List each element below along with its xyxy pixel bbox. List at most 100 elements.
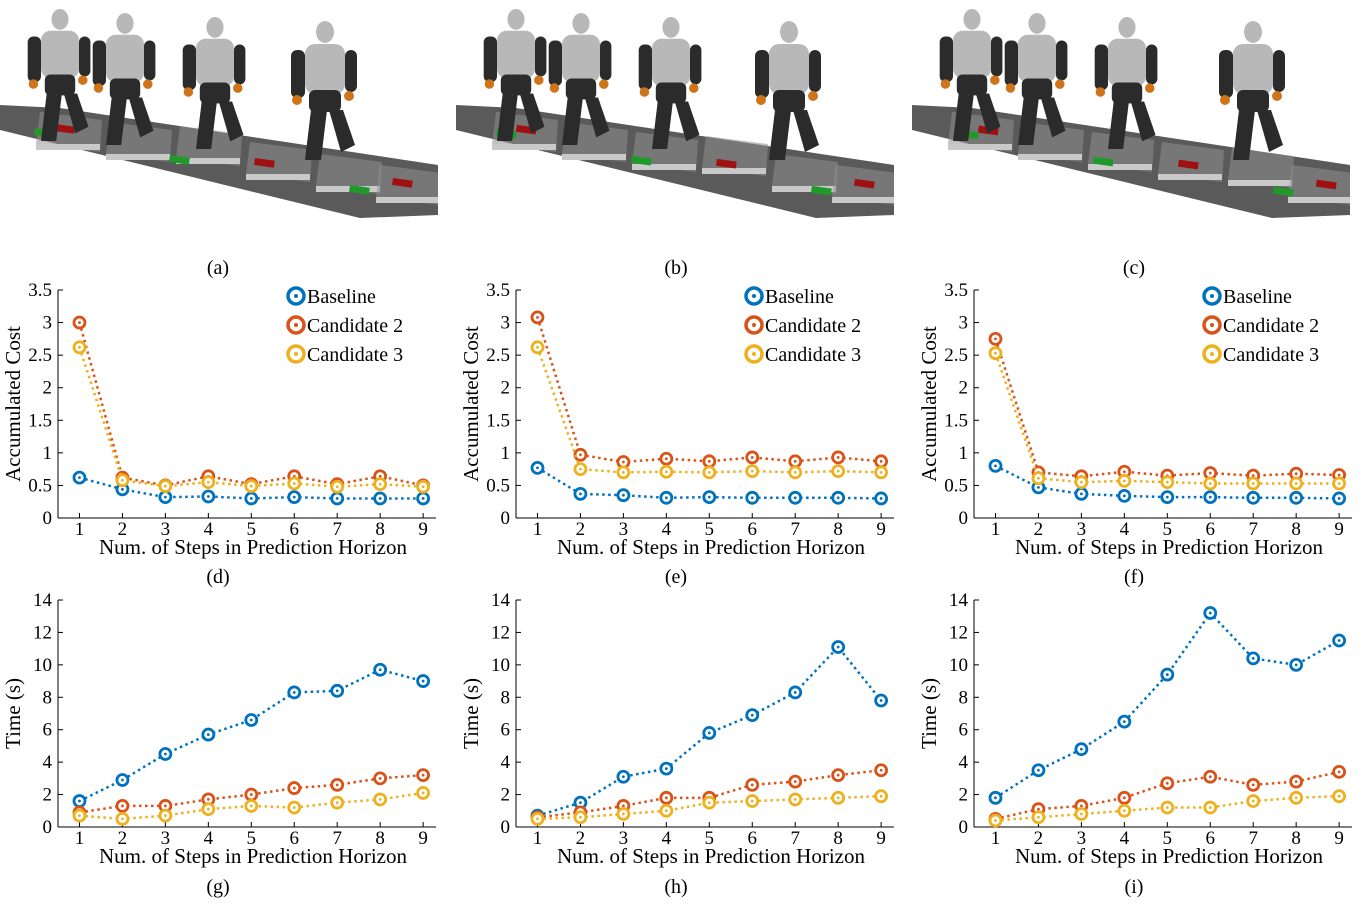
tile-edge — [176, 158, 240, 164]
tile-edge — [1288, 197, 1350, 203]
robot-hand — [689, 83, 699, 93]
data-point-center — [163, 752, 167, 756]
robot-hand — [93, 83, 104, 93]
data-point-center — [335, 801, 339, 805]
data-point-center — [994, 337, 997, 341]
robot-head — [1118, 16, 1136, 38]
series-line-candidate2 — [78, 322, 424, 487]
x-tick-label: 9 — [876, 828, 886, 849]
robot-hand — [549, 83, 560, 93]
robot-leg — [519, 93, 545, 134]
series-line-baseline — [537, 645, 883, 817]
data-point-center — [1037, 476, 1040, 480]
data-point-center — [1079, 812, 1083, 816]
x-tick-label: 6 — [1206, 828, 1216, 849]
legend-label-baseline: Baseline — [1223, 286, 1292, 308]
data-point-center — [121, 778, 124, 782]
tile-edge — [632, 164, 696, 170]
x-tick-label: 2 — [1034, 519, 1044, 540]
data-point-center — [879, 699, 883, 702]
tile-edge — [832, 197, 894, 203]
humanoid-robot-icon — [291, 21, 357, 160]
legend-marker-center — [1210, 323, 1214, 327]
x-tick-label: 9 — [418, 519, 428, 540]
robot-torso — [1108, 38, 1146, 87]
data-point-center — [121, 804, 124, 808]
data-point-center — [421, 773, 425, 777]
footstep-marker-green — [169, 155, 190, 165]
data-point-center — [879, 471, 883, 474]
data-point-center — [78, 321, 81, 324]
robot-hip — [109, 78, 141, 100]
robot-arm — [483, 36, 497, 83]
data-point-center — [750, 456, 754, 459]
y-tick-label: 1.5 — [28, 410, 52, 431]
x-tick-label: 9 — [876, 519, 886, 540]
robot-arm — [144, 40, 156, 81]
data-point-center — [249, 804, 253, 808]
y-tick-label: 3.5 — [28, 280, 52, 301]
x-tick-label: 7 — [1248, 828, 1258, 849]
robot-torso — [1233, 44, 1273, 94]
y-tick-label: 12 — [33, 622, 52, 643]
robot-hand — [639, 87, 650, 97]
data-point-center — [707, 495, 711, 499]
robot-arm — [600, 40, 612, 81]
humanoid-robot-icon — [755, 21, 821, 160]
simulation-scene-a — [0, 8, 438, 218]
series-line-baseline — [78, 668, 424, 803]
stepping-tile — [316, 154, 382, 194]
data-point-center — [163, 484, 167, 488]
humanoid-robot-icon — [1219, 21, 1285, 160]
data-point-center — [750, 783, 754, 787]
data-point-center — [1079, 480, 1083, 484]
data-point-center — [1122, 479, 1126, 483]
data-point-center — [335, 783, 339, 787]
y-tick-label: 6 — [959, 720, 969, 741]
robot-leg — [1257, 110, 1283, 152]
data-point-center — [1037, 768, 1040, 772]
series-line-baseline — [994, 610, 1340, 799]
x-tick-label: 3 — [161, 519, 171, 540]
y-axis-label: Time (s) — [459, 678, 483, 749]
robot-arm — [638, 44, 652, 91]
data-point-center — [421, 485, 425, 489]
legend-marker-center — [752, 294, 756, 298]
series-line-candidate2 — [537, 769, 882, 819]
data-point-center — [421, 497, 425, 500]
robot-hand — [183, 87, 194, 97]
legend-marker-center — [294, 294, 298, 298]
data-point-center — [1208, 482, 1212, 485]
legend-marker-center — [1210, 352, 1214, 356]
x-tick-label: 9 — [1334, 828, 1344, 849]
data-point-center — [1251, 496, 1255, 500]
stepping-tile — [772, 154, 838, 194]
robot-leg — [218, 101, 244, 142]
robot-head — [116, 12, 134, 34]
robot-torso — [106, 34, 144, 83]
robot-hand — [599, 79, 609, 89]
x-tick-label: 8 — [833, 519, 843, 540]
y-tick-label: 10 — [949, 655, 968, 676]
data-point-center — [1251, 474, 1255, 478]
robot-hip — [1021, 78, 1053, 100]
y-tick-label: 1 — [501, 443, 511, 464]
robot-arm — [345, 50, 357, 92]
data-point-center — [1337, 497, 1341, 500]
footstep-marker-green — [630, 155, 652, 166]
data-point-center — [1165, 480, 1169, 484]
caption-h: (h) — [664, 876, 688, 898]
data-point-center — [621, 471, 625, 474]
robot-hip — [956, 74, 988, 96]
series-line-candidate3 — [78, 346, 424, 488]
robot-leg — [196, 101, 217, 149]
data-point-center — [1165, 495, 1169, 499]
data-point-center — [163, 804, 167, 808]
tile-edge — [948, 144, 1012, 150]
data-point-center — [621, 775, 625, 779]
x-tick-label: 9 — [418, 828, 428, 849]
robot-leg — [953, 93, 974, 141]
y-tick-label: 0 — [43, 817, 53, 838]
data-point-center — [1337, 770, 1341, 774]
